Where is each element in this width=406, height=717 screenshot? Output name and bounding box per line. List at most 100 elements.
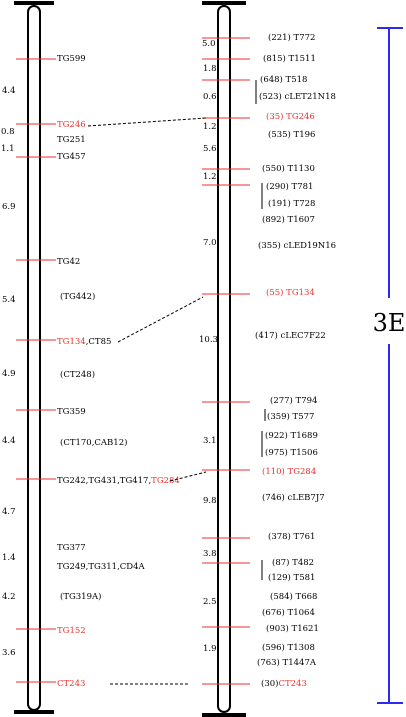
left-locus-label: TG251 — [57, 135, 86, 145]
locus-name-highlighted: CT243 — [57, 679, 85, 689]
left-locus-label: (CT248) — [60, 369, 95, 380]
right-interval-label: 3.1 — [203, 436, 217, 446]
connector-tg246 — [87, 117, 207, 127]
right-locus-label: (596) T1308 — [262, 642, 315, 653]
left-interval-label: 3.6 — [2, 648, 16, 658]
locus-name: (CT248) — [60, 369, 95, 380]
region-bracket — [377, 27, 403, 704]
right-locus-label: (676) T1064 — [262, 607, 315, 618]
right-locus-label: (550) T1130 — [262, 163, 315, 174]
right-locus-brackets — [255, 80, 266, 580]
left-interval-label: 1.4 — [2, 553, 16, 563]
right-locus-label: (221) T772 — [268, 32, 315, 43]
right-interval-labels: 5.0 1.8 0.6 1.2 5.6 1.2 7.0 10.3 3.1 9.8… — [199, 39, 218, 654]
right-locus-label: (975) T1506 — [265, 447, 318, 458]
right-locus-label: (815) T1511 — [263, 53, 316, 64]
left-chromosome — [14, 1, 54, 714]
right-locus-label: (191) T728 — [268, 198, 315, 209]
right-locus-label: (903) T1621 — [266, 623, 319, 634]
locus-name: (746) cLEB7J7 — [262, 492, 325, 503]
left-locus-label: TG599 — [57, 54, 86, 64]
locus-name: (892) T1607 — [262, 214, 315, 225]
left-locus-label: (TG442) — [60, 291, 95, 302]
left-locus-label: (CT170,CAB12) — [60, 437, 127, 448]
left-locus-label: (TG319A) — [60, 591, 101, 602]
locus-name-highlighted: (110) TG284 — [262, 466, 316, 477]
locus-name: (TG319A) — [60, 591, 101, 602]
locus-name: (523) cLET21N18 — [259, 91, 336, 102]
left-locus-label: CT243 — [57, 679, 85, 689]
right-marker-ticks — [202, 37, 250, 685]
homology-connectors — [87, 117, 207, 685]
locus-name: (359) T577 — [267, 411, 314, 422]
left-locus-label: TG152 — [57, 626, 86, 636]
left-locus-label: TG377 — [57, 543, 86, 553]
right-interval-label: 7.0 — [203, 238, 217, 248]
locus-name: (355) cLED19N16 — [258, 240, 336, 251]
left-interval-label: 4.4 — [2, 436, 16, 446]
right-locus-label: (746) cLEB7J7 — [262, 492, 325, 503]
right-chromosome — [202, 1, 246, 717]
right-locus-label: (523) cLET21N18 — [259, 91, 336, 102]
left-locus-label: TG242,TG431,TG417,TG284 — [57, 476, 180, 486]
right-chromosome-bar — [217, 5, 231, 713]
left-interval-label: 4.2 — [2, 592, 16, 602]
left-locus-label: TG359 — [57, 407, 86, 417]
locus-name: (596) T1308 — [262, 642, 315, 653]
right-interval-label: 1.9 — [203, 644, 217, 654]
right-locus-label: (417) cLEC7F22 — [255, 330, 326, 341]
locus-name-highlighted: TG284 — [151, 476, 180, 486]
right-locus-label: (110) TG284 — [262, 466, 316, 477]
left-interval-label: 4.7 — [2, 507, 16, 517]
locus-name-highlighted: TG134 — [57, 337, 86, 347]
right-locus-label: (55) TG134 — [266, 287, 315, 298]
region-label: 3E — [373, 309, 406, 337]
connector-tg284 — [169, 471, 207, 482]
right-interval-label: 5.6 — [203, 144, 217, 154]
locus-name: (550) T1130 — [262, 163, 315, 174]
locus-name: (903) T1621 — [266, 623, 319, 634]
left-locus-label: TG42 — [57, 257, 80, 267]
right-locus-label: (35) TG246 — [266, 111, 315, 122]
right-locus-label: (355) cLED19N16 — [258, 240, 336, 251]
right-locus-label: (892) T1607 — [262, 214, 315, 225]
locus-name: (378) T761 — [268, 531, 315, 542]
right-locus-label: (290) T781 — [266, 181, 313, 192]
locus-name: (30) — [261, 678, 278, 689]
left-interval-label: 5.4 — [2, 295, 16, 305]
right-locus-label: (359) T577 — [267, 411, 314, 422]
left-chromosome-bar — [27, 5, 41, 711]
left-locus-label: TG134,CT85 — [57, 337, 111, 347]
locus-name: (CT170,CAB12) — [60, 437, 127, 448]
right-locus-label: (648) T518 — [260, 74, 307, 85]
locus-name: (87) T482 — [272, 557, 314, 568]
locus-name: (417) cLEC7F22 — [255, 330, 326, 341]
right-locus-label: (277) T794 — [270, 395, 317, 406]
locus-name: (763) T1447A — [257, 657, 317, 668]
locus-name: (277) T794 — [270, 395, 317, 406]
locus-name: (535) T196 — [268, 129, 315, 140]
connector-tg134 — [117, 296, 204, 343]
locus-name: (191) T728 — [268, 198, 315, 209]
locus-name: (648) T518 — [260, 74, 307, 85]
locus-name: TG359 — [57, 407, 86, 417]
locus-name: TG377 — [57, 543, 86, 553]
left-interval-label: 1.1 — [1, 144, 15, 154]
left-interval-label: 4.9 — [2, 369, 16, 379]
right-locus-label: (535) T196 — [268, 129, 315, 140]
right-locus-label: (129) T581 — [268, 572, 315, 583]
right-locus-label: (378) T761 — [268, 531, 315, 542]
locus-name: ,CT85 — [86, 337, 112, 347]
right-locus-label: (763) T1447A — [257, 657, 317, 668]
left-locus-labels: TG599 TG246 TG251 TG457 TG42 (TG442) TG1… — [57, 54, 180, 689]
right-locus-label: (584) T668 — [270, 591, 317, 602]
left-interval-labels: 4.4 0.8 1.1 6.9 5.4 4.9 4.4 4.7 1.4 4.2 … — [1, 86, 16, 658]
locus-name: TG457 — [57, 152, 86, 162]
locus-name-highlighted: TG152 — [57, 626, 86, 636]
locus-name: (676) T1064 — [262, 607, 315, 618]
right-interval-label: 2.5 — [203, 597, 217, 607]
left-locus-label: TG246 — [57, 120, 86, 130]
right-locus-label: (30)CT243 — [261, 678, 307, 689]
left-locus-label: TG457 — [57, 152, 86, 162]
locus-name: (922) T1689 — [265, 430, 318, 441]
